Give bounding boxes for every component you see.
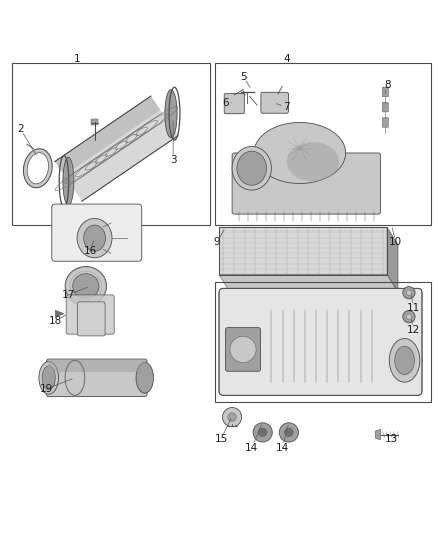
- Circle shape: [403, 311, 415, 323]
- Circle shape: [230, 336, 256, 362]
- Ellipse shape: [77, 219, 112, 258]
- Text: 2: 2: [17, 124, 24, 134]
- Circle shape: [285, 428, 293, 437]
- Circle shape: [403, 287, 415, 299]
- Text: 11: 11: [406, 303, 420, 313]
- Polygon shape: [375, 430, 381, 440]
- Ellipse shape: [73, 274, 99, 298]
- Ellipse shape: [42, 366, 55, 390]
- Ellipse shape: [136, 362, 153, 393]
- Text: 12: 12: [406, 325, 420, 335]
- Ellipse shape: [237, 151, 267, 185]
- Text: 14: 14: [276, 443, 289, 453]
- Ellipse shape: [65, 266, 106, 306]
- Ellipse shape: [23, 149, 52, 188]
- Text: 9: 9: [213, 238, 220, 247]
- FancyBboxPatch shape: [382, 87, 389, 96]
- Circle shape: [253, 423, 272, 442]
- Circle shape: [406, 314, 412, 319]
- Polygon shape: [55, 310, 64, 317]
- Ellipse shape: [63, 157, 74, 205]
- FancyBboxPatch shape: [261, 92, 288, 113]
- Text: 3: 3: [170, 155, 177, 165]
- FancyBboxPatch shape: [232, 153, 381, 214]
- Text: 1: 1: [74, 54, 81, 64]
- FancyBboxPatch shape: [48, 359, 146, 372]
- Polygon shape: [55, 96, 160, 175]
- FancyBboxPatch shape: [52, 204, 142, 261]
- Text: 10: 10: [389, 238, 403, 247]
- Text: 4: 4: [283, 54, 290, 64]
- Text: 13: 13: [385, 434, 398, 444]
- Bar: [219, 227, 387, 274]
- Bar: [215, 282, 431, 402]
- Text: 17: 17: [62, 290, 75, 300]
- Circle shape: [406, 290, 412, 295]
- Text: 14: 14: [245, 443, 258, 453]
- Bar: [12, 63, 210, 225]
- Bar: [91, 119, 99, 125]
- FancyBboxPatch shape: [226, 328, 261, 372]
- Text: 8: 8: [384, 80, 390, 90]
- Circle shape: [228, 413, 237, 422]
- FancyBboxPatch shape: [382, 102, 389, 112]
- FancyBboxPatch shape: [46, 359, 147, 397]
- Ellipse shape: [287, 142, 339, 181]
- Bar: [215, 63, 431, 225]
- Ellipse shape: [254, 123, 346, 183]
- Text: 5: 5: [240, 71, 246, 82]
- Ellipse shape: [232, 147, 272, 190]
- Polygon shape: [55, 96, 178, 201]
- Ellipse shape: [39, 361, 59, 394]
- Ellipse shape: [27, 152, 49, 184]
- FancyBboxPatch shape: [78, 302, 105, 336]
- FancyBboxPatch shape: [219, 288, 422, 395]
- Polygon shape: [219, 274, 398, 292]
- Ellipse shape: [395, 346, 414, 375]
- Text: 7: 7: [283, 102, 290, 112]
- Text: 15: 15: [215, 434, 228, 444]
- Ellipse shape: [165, 90, 177, 138]
- Bar: [219, 227, 387, 274]
- FancyBboxPatch shape: [382, 118, 389, 127]
- Text: 18: 18: [49, 316, 62, 326]
- Ellipse shape: [389, 338, 420, 382]
- Ellipse shape: [84, 225, 106, 251]
- Text: 6: 6: [222, 98, 229, 108]
- Circle shape: [279, 423, 298, 442]
- Polygon shape: [387, 227, 398, 292]
- FancyBboxPatch shape: [224, 94, 244, 114]
- Circle shape: [223, 408, 242, 427]
- Text: 19: 19: [40, 384, 53, 394]
- FancyBboxPatch shape: [66, 295, 114, 334]
- Text: 16: 16: [84, 246, 97, 256]
- Circle shape: [258, 428, 267, 437]
